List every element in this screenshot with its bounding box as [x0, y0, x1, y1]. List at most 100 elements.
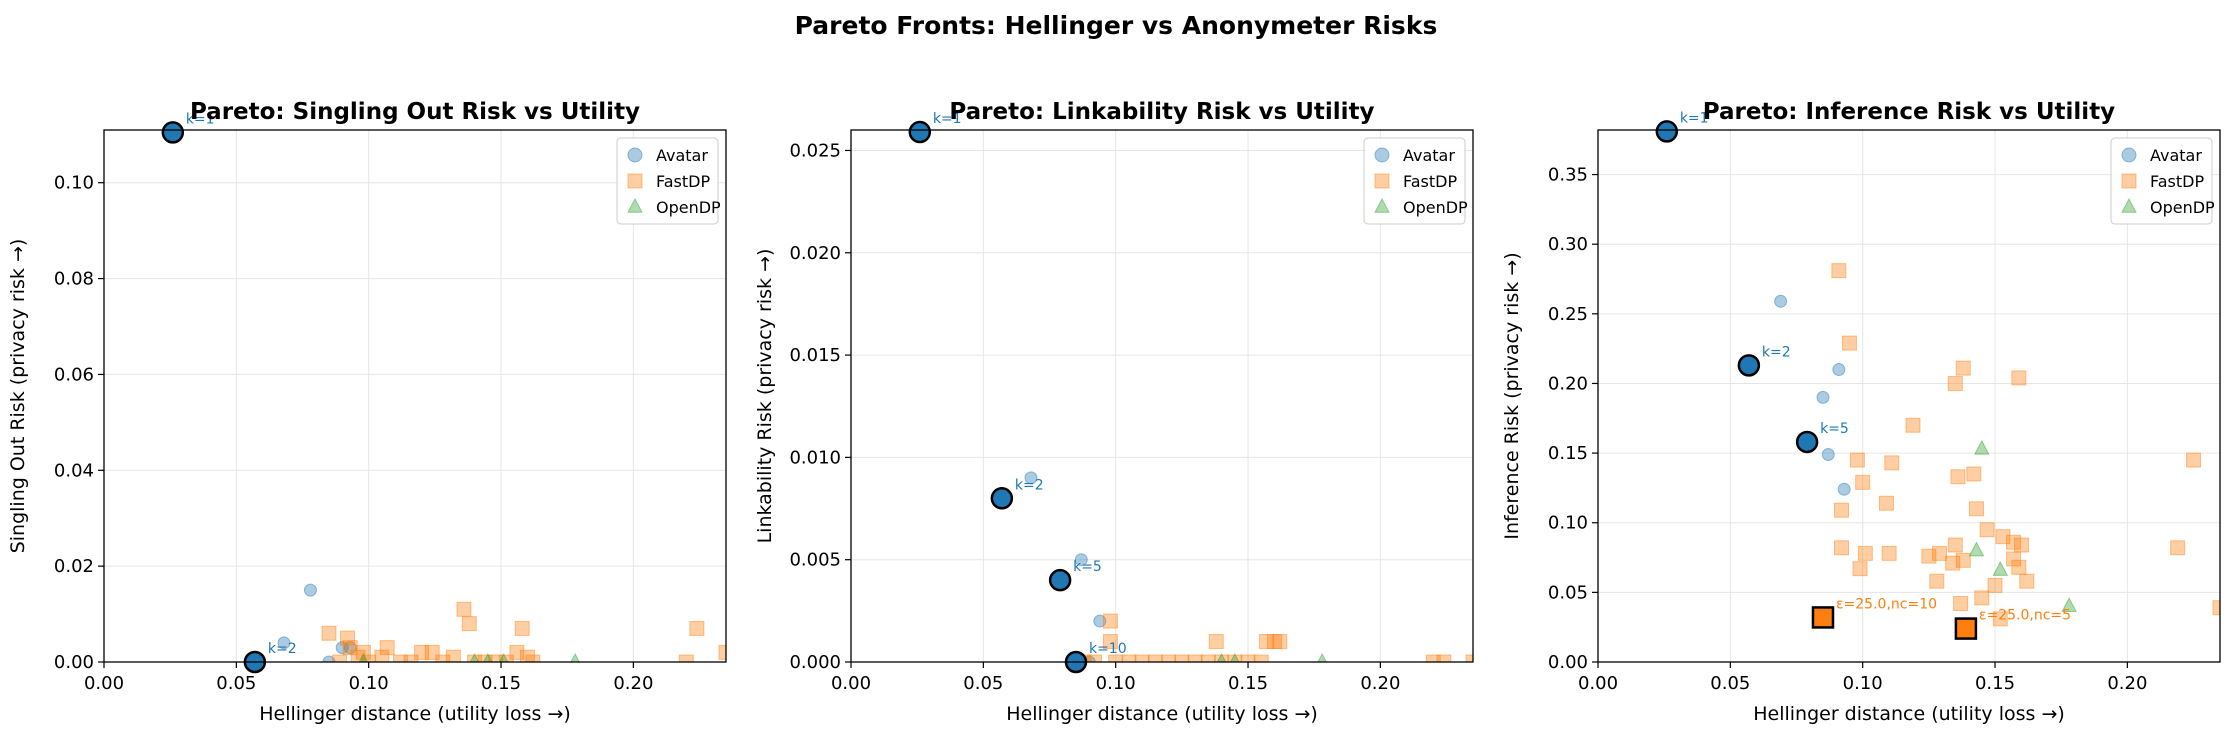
data-point-fastdp — [1992, 611, 2008, 627]
data-point-fastdp — [1921, 548, 1937, 564]
x-tick-label: 0.00 — [1578, 673, 1618, 694]
legend-frame — [616, 137, 719, 225]
legend-label-fastdp: FastDP — [1403, 172, 1457, 191]
chart-title: Pareto: Linkability Risk vs Utility — [949, 99, 1374, 125]
legend-label-avatar: Avatar — [2150, 146, 2202, 165]
data-point-fastdp — [1834, 502, 1850, 518]
data-point-fastdp — [1929, 573, 1945, 589]
data-point-fastdp — [678, 654, 694, 662]
y-tick-label: 0.005 — [789, 550, 841, 571]
data-point-opendp — [1317, 652, 1327, 662]
pareto-label: k=1 — [1680, 110, 1709, 126]
data-point-fastdp — [2170, 540, 2186, 556]
pareto-label: ε=25.0,nc=10 — [1836, 596, 1937, 612]
data-point-fastdp — [1931, 545, 1947, 561]
data-point-opendp — [1216, 652, 1227, 662]
data-point-fastdp — [1855, 474, 1871, 490]
data-point-avatar — [1821, 447, 1835, 461]
data-point-fastdp — [2186, 452, 2202, 468]
data-point-fastdp — [1214, 654, 1230, 662]
data-point-fastdp — [1087, 654, 1103, 662]
data-point-fastdp — [1174, 654, 1190, 662]
data-point-fastdp — [1968, 501, 1984, 517]
data-point-fastdp — [2006, 534, 2022, 550]
data-point-avatar — [335, 641, 349, 655]
data-point-opendp — [1973, 439, 1990, 455]
data-point-opendp — [2061, 597, 2077, 613]
data-point-avatar — [1024, 471, 1038, 485]
chart-panel-2: k=1 k=2 k=5 k=10 0.00 0.05 0.10 0.15 0.20 0.000 0.… — [754, 99, 1474, 725]
data-point-fastdp — [1857, 545, 1873, 561]
legend-label-opendp: OpenDP — [1403, 198, 1468, 217]
data-point-fastdp — [1200, 654, 1216, 662]
pareto-label: ε=25.0,nc=5 — [1979, 608, 2071, 624]
chart-panel-1: k=1 k=2 0.00 0.05 0.10 0.15 0.20 0.00 0.02 0.04 0.… — [7, 99, 727, 725]
data-point-fastdp — [1979, 522, 1995, 538]
data-point-avatar — [1774, 294, 1788, 308]
data-point-fastdp — [456, 601, 472, 617]
data-point-fastdp — [1955, 360, 1971, 376]
data-point-fastdp — [509, 644, 525, 660]
legend-label-fastdp: FastDP — [656, 172, 710, 191]
pareto-point — [990, 487, 1014, 510]
data-point-fastdp — [340, 630, 356, 646]
chart-title: Pareto: Singling Out Risk vs Utility — [190, 99, 640, 125]
data-point-fastdp — [1147, 654, 1163, 662]
data-point-fastdp — [1879, 495, 1895, 511]
x-axis-label: Hellinger distance (utility loss →) — [259, 703, 571, 725]
data-point-fastdp — [1161, 654, 1177, 662]
data-point-fastdp — [361, 654, 377, 662]
data-point-fastdp — [1108, 654, 1124, 662]
data-point-avatar — [343, 641, 357, 655]
data-point-fastdp — [2006, 551, 2022, 567]
data-point-opendp — [469, 652, 480, 662]
data-point-fastdp — [1425, 654, 1441, 662]
data-point-fastdp — [467, 654, 483, 662]
data-point-fastdp — [424, 644, 440, 660]
data-point-fastdp — [435, 654, 451, 662]
pareto-label: k=2 — [1762, 344, 1791, 360]
x-tick-label: 0.10 — [1096, 673, 1136, 694]
plot-area — [1774, 263, 2220, 627]
data-point-fastdp — [1852, 561, 1868, 577]
legend-frame — [1363, 137, 1466, 225]
data-point-fastdp — [1465, 654, 1473, 662]
y-tick-label: 0.10 — [54, 173, 94, 194]
x-tick-label: 0.15 — [481, 673, 521, 694]
plot-area — [277, 583, 726, 662]
data-point-fastdp — [2019, 573, 2035, 589]
legend-marker-avatar — [627, 147, 643, 163]
y-tick-label: 0.05 — [1548, 582, 1588, 603]
data-point-fastdp — [374, 649, 390, 662]
data-point-fastdp — [355, 644, 371, 660]
data-point-fastdp — [1955, 552, 1971, 568]
y-tick-label: 0.25 — [1548, 304, 1588, 325]
axes-frame — [1597, 129, 2221, 663]
x-tick-label: 0.15 — [1975, 673, 2015, 694]
data-point-fastdp — [1841, 335, 1857, 351]
data-point-opendp — [1229, 652, 1240, 662]
x-axis-label: Hellinger distance (utility loss →) — [1753, 703, 2065, 725]
y-tick-label: 0.06 — [54, 364, 94, 385]
x-tick-label: 0.10 — [1843, 673, 1883, 694]
data-point-fastdp — [498, 654, 514, 662]
pareto-point — [161, 121, 185, 144]
data-point-fastdp — [403, 654, 419, 662]
legend-marker-opendp — [627, 197, 643, 213]
y-tick-label: 0.015 — [789, 345, 841, 366]
legend-marker-avatar — [2121, 147, 2137, 163]
pareto-point — [1795, 430, 1819, 454]
data-point-opendp — [1968, 541, 1985, 557]
data-point-fastdp — [689, 620, 705, 636]
data-point-avatar — [1816, 390, 1830, 404]
data-point-fastdp — [477, 654, 493, 662]
data-point-fastdp — [1987, 577, 2003, 593]
pareto-label: k=2 — [268, 641, 297, 657]
data-point-fastdp — [1831, 263, 1847, 279]
y-tick-label: 0.30 — [1548, 234, 1588, 255]
x-axis-label: Hellinger distance (utility loss →) — [1006, 703, 1318, 725]
legend-label-avatar: Avatar — [1403, 146, 1455, 165]
data-point-fastdp — [392, 654, 408, 662]
data-point-opendp — [498, 652, 509, 662]
data-point-avatar — [277, 636, 291, 650]
